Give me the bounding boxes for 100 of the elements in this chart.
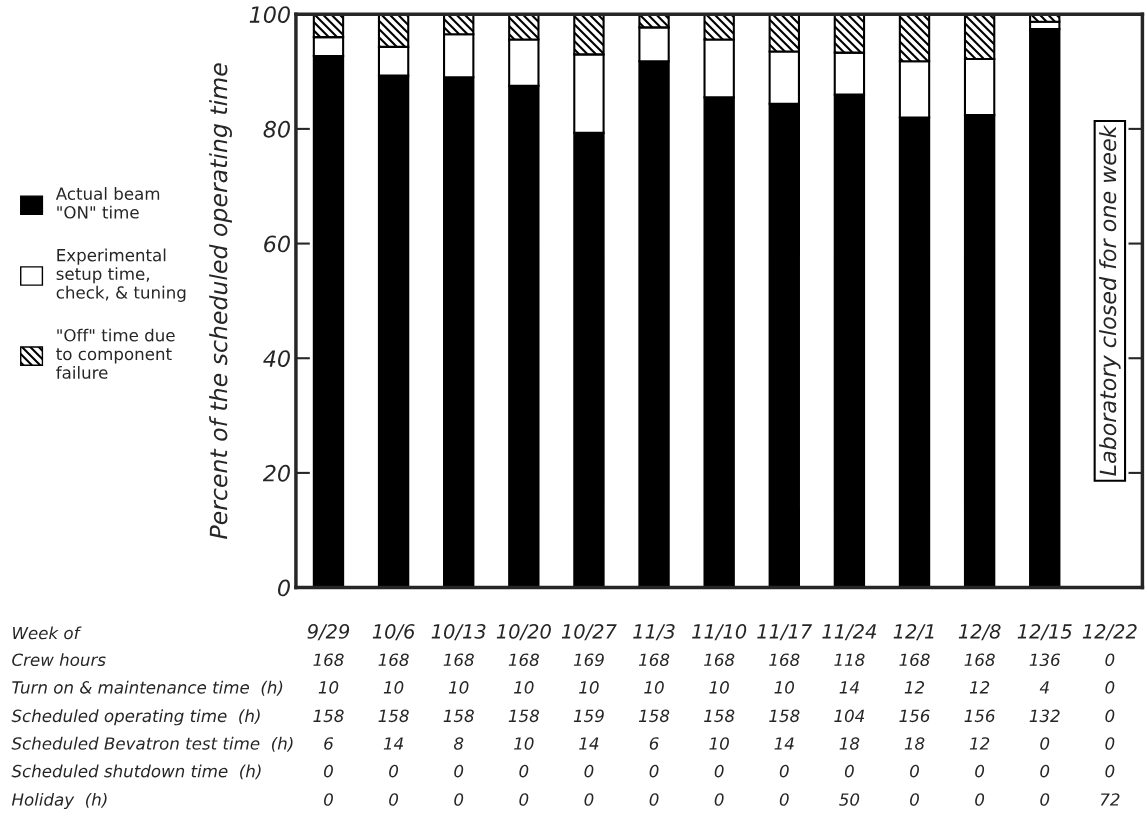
text: 10 bbox=[709, 681, 729, 694]
text: 136 bbox=[1029, 653, 1060, 667]
text: Crew hours bbox=[12, 653, 106, 667]
text: 0 bbox=[584, 764, 594, 778]
text: 168 bbox=[704, 653, 735, 667]
text: 10 bbox=[774, 681, 795, 694]
text: 0 bbox=[1040, 737, 1050, 750]
text: 168 bbox=[964, 653, 995, 667]
text: 156 bbox=[899, 709, 930, 723]
text: 158 bbox=[378, 709, 409, 723]
y-tick-label: 100 bbox=[249, 6, 290, 23]
x-tick-label: 11/10 bbox=[692, 624, 747, 641]
y-tick-label: 80 bbox=[263, 120, 290, 138]
text: 0 bbox=[1105, 764, 1115, 778]
text: 158 bbox=[508, 709, 540, 723]
text: 18 bbox=[904, 737, 925, 750]
text: 0 bbox=[714, 793, 724, 806]
text: Scheduled Bevatron test time (h) bbox=[11, 736, 293, 752]
annotation: Laboratory closed for one week bbox=[1099, 124, 1121, 476]
text: 132 bbox=[1029, 709, 1060, 723]
text: 159 bbox=[573, 709, 604, 723]
text: 158 bbox=[704, 709, 735, 723]
text: 0 bbox=[779, 764, 789, 778]
text: 156 bbox=[964, 709, 995, 723]
x-tick-label: 10/27 bbox=[561, 624, 617, 641]
text: 0 bbox=[1105, 681, 1115, 694]
text: 104 bbox=[834, 709, 865, 723]
text: 158 bbox=[313, 709, 344, 723]
text: 118 bbox=[834, 653, 865, 667]
text: 0 bbox=[1040, 764, 1050, 778]
x-tick-label: 10/13 bbox=[431, 624, 486, 641]
text: 0 bbox=[324, 764, 333, 778]
text: 12 bbox=[969, 737, 990, 750]
text: 168 bbox=[443, 653, 474, 667]
text: 0 bbox=[714, 764, 724, 778]
y-tick-label: 20 bbox=[262, 464, 290, 482]
text: 10 bbox=[709, 737, 729, 750]
text: 0 bbox=[779, 793, 789, 806]
x-tick-label: 11/24 bbox=[822, 624, 877, 641]
text: 0 bbox=[910, 764, 919, 778]
text: 6 bbox=[649, 737, 659, 750]
legend-label: Experimental setup time, check, & tuning bbox=[56, 248, 186, 302]
text: 10 bbox=[514, 681, 534, 694]
text: 0 bbox=[1105, 737, 1115, 750]
text: 8 bbox=[453, 737, 464, 750]
text: 10 bbox=[514, 737, 534, 750]
x-tick-label: 11/17 bbox=[757, 624, 813, 641]
legend-label: Actual beam "ON" time bbox=[55, 187, 160, 219]
text: 168 bbox=[508, 653, 540, 667]
text: 0 bbox=[649, 764, 659, 778]
text: 0 bbox=[584, 793, 594, 806]
text: 10 bbox=[318, 681, 339, 694]
text: 0 bbox=[454, 793, 464, 806]
text: 0 bbox=[975, 793, 985, 806]
text: 6 bbox=[324, 737, 334, 750]
text: 14 bbox=[839, 681, 859, 694]
text: 10 bbox=[383, 681, 404, 694]
text: 0 bbox=[1105, 709, 1115, 723]
legend-label: "Off" time due to component failure bbox=[56, 328, 175, 379]
text: 72 bbox=[1100, 793, 1120, 806]
text: 50 bbox=[839, 793, 860, 806]
text: 158 bbox=[443, 709, 474, 723]
text: 158 bbox=[638, 709, 670, 723]
text: 14 bbox=[774, 737, 794, 750]
x-tick-label: 12/1 bbox=[893, 624, 934, 641]
y-tick-label: 40 bbox=[263, 350, 290, 367]
text: 4 bbox=[1039, 681, 1049, 694]
text: 14 bbox=[579, 737, 599, 750]
text: 18 bbox=[839, 737, 860, 750]
text: 0 bbox=[519, 793, 529, 806]
text: 168 bbox=[769, 653, 800, 667]
text: 0 bbox=[1040, 793, 1050, 806]
y-tick-label: 60 bbox=[264, 235, 290, 253]
text: 10 bbox=[579, 681, 599, 694]
text: 158 bbox=[769, 709, 800, 723]
text: Holiday (h) bbox=[11, 792, 107, 810]
text: Scheduled shutdown time (h) bbox=[11, 764, 261, 780]
text: 0 bbox=[1105, 653, 1115, 667]
x-tick-label: 11/3 bbox=[633, 624, 675, 641]
x-tick-label: 12/15 bbox=[1017, 624, 1072, 641]
text: 168 bbox=[899, 653, 930, 667]
text: Week of bbox=[13, 626, 82, 640]
y-tick-label: 0 bbox=[278, 579, 290, 597]
text: 0 bbox=[454, 764, 464, 778]
text: 0 bbox=[844, 764, 854, 778]
text: 0 bbox=[519, 764, 529, 778]
y-axis-title: Percent of the scheduled operating time bbox=[209, 63, 232, 539]
text: 12 bbox=[969, 681, 990, 694]
text: 0 bbox=[389, 764, 399, 778]
text: 169 bbox=[573, 653, 604, 667]
text: 168 bbox=[638, 653, 670, 667]
text: 0 bbox=[389, 793, 399, 806]
text: 10 bbox=[644, 681, 664, 694]
text: 0 bbox=[975, 764, 985, 778]
x-tick-label: 12/8 bbox=[958, 624, 1001, 641]
text: 14 bbox=[383, 737, 404, 750]
text: 0 bbox=[910, 793, 919, 806]
text: Turn on & maintenance time (h) bbox=[12, 680, 283, 696]
x-tick-label: 10/20 bbox=[496, 624, 551, 641]
x-tick-label: 12/22 bbox=[1082, 624, 1137, 641]
